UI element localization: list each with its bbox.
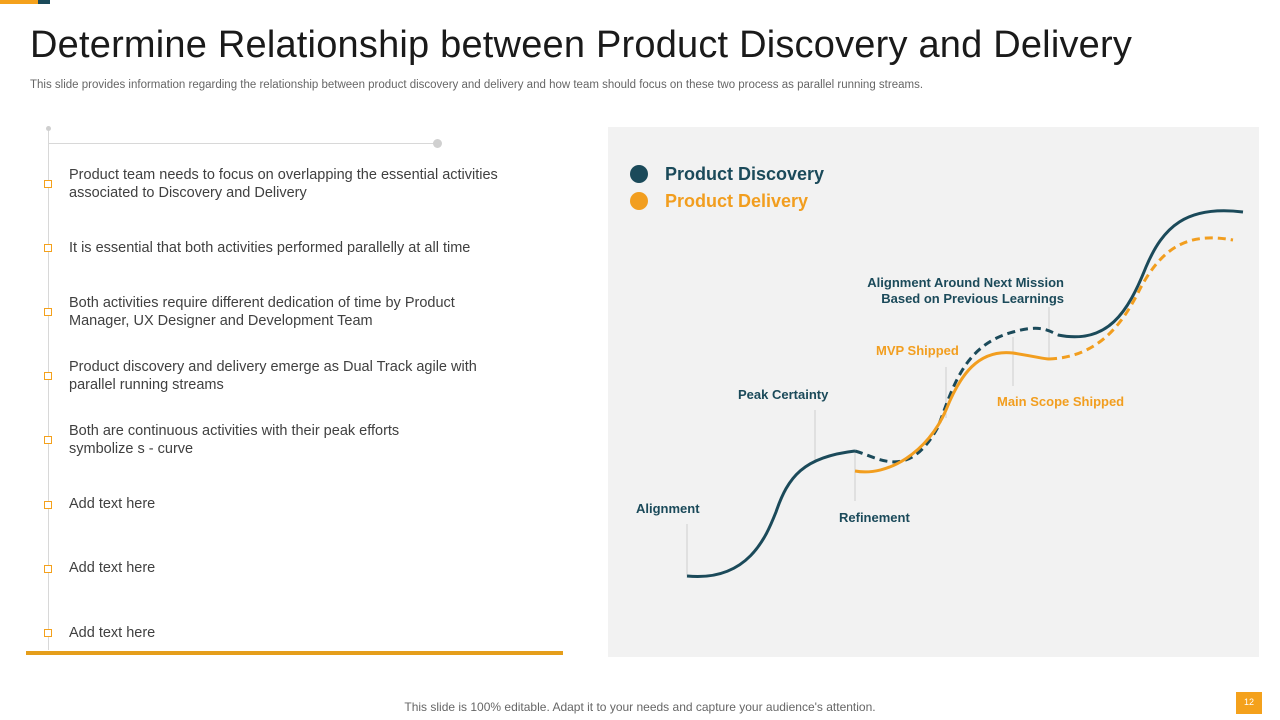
timeline-start-dot xyxy=(46,126,51,131)
bullet-text-3: Both activities require different dedica… xyxy=(69,295,455,329)
discovery-legend-label: Product Discovery xyxy=(665,164,824,184)
bullet-text-5: Both are continuous activities with thei… xyxy=(69,423,400,457)
s-curve-diagram: Product Discovery Product Delivery Align… xyxy=(630,164,1244,578)
delivery-curve-solid xyxy=(854,351,1050,474)
slide-title: Determine Relationship between Product D… xyxy=(30,24,1133,66)
label-mvp-shipped: MVP Shipped xyxy=(876,343,959,358)
label-peak-certainty: Peak Certainty xyxy=(738,387,829,402)
timeline-top-line xyxy=(48,143,438,144)
delivery-curve-dashed xyxy=(1048,236,1234,361)
bottom-accent-bar xyxy=(26,651,563,655)
timeline-vertical-line xyxy=(48,128,49,650)
label-next-mission-line2: Based on Previous Learnings xyxy=(881,291,1064,306)
corner-accent-bar-dark xyxy=(38,0,50,4)
label-alignment: Alignment xyxy=(636,501,700,516)
bullet-marker xyxy=(44,180,52,188)
bullet-marker xyxy=(44,436,52,444)
discovery-legend-dot xyxy=(630,165,648,183)
bullet-text-1: Product team needs to focus on overlappi… xyxy=(69,167,498,201)
bullet-text-7: Add text here xyxy=(69,560,156,576)
slide-subtitle: This slide provides information regardin… xyxy=(30,79,924,91)
label-main-scope-shipped: Main Scope Shipped xyxy=(997,394,1124,409)
bullet-marker xyxy=(44,565,52,573)
bullet-marker xyxy=(44,308,52,316)
footer-note: This slide is 100% editable. Adapt it to… xyxy=(404,700,876,714)
label-next-mission-line1: Alignment Around Next Mission xyxy=(867,275,1064,290)
bullet-text-4: Product discovery and delivery emerge as… xyxy=(69,359,477,393)
corner-accent-bar xyxy=(0,0,38,4)
bullet-marker xyxy=(44,629,52,637)
delivery-legend-dot xyxy=(630,192,648,210)
delivery-legend-label: Product Delivery xyxy=(665,191,808,211)
bullet-marker xyxy=(44,244,52,252)
diagram-panel: Product Discovery Product Delivery Align… xyxy=(608,127,1259,657)
bullet-marker xyxy=(44,372,52,380)
bullet-marker xyxy=(44,501,52,509)
discovery-curve-segment-2 xyxy=(1057,209,1244,339)
page-number: 12 xyxy=(1236,692,1262,714)
label-refinement: Refinement xyxy=(839,510,910,525)
pointer-lines xyxy=(686,307,1050,576)
timeline-end-dot xyxy=(433,139,442,148)
bullet-text-2: It is essential that both activities per… xyxy=(69,240,471,256)
bullet-text-6: Add text here xyxy=(69,496,156,512)
discovery-curve-segment-1 xyxy=(686,449,856,578)
bullet-text-8: Add text here xyxy=(69,625,156,641)
